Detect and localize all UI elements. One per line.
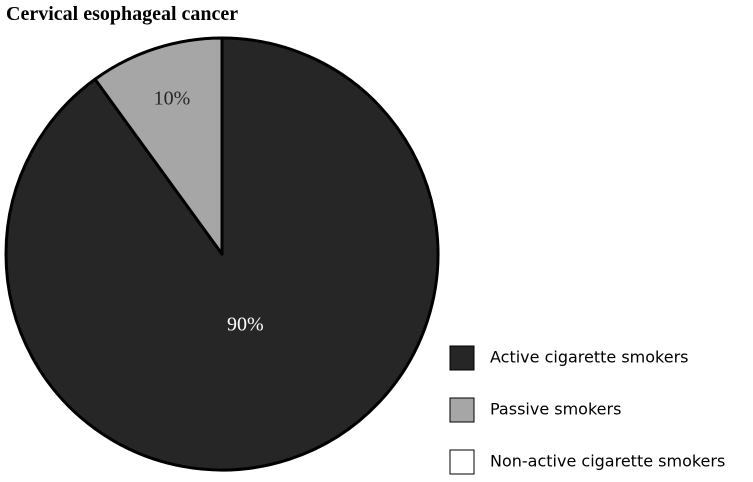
legend-label: Passive smokers xyxy=(490,400,621,419)
legend-swatch xyxy=(449,449,475,475)
legend-label: Active cigarette smokers xyxy=(490,348,689,367)
pie-slice xyxy=(93,36,224,256)
chart-title: Cervical esophageal cancer xyxy=(6,3,238,25)
legend-swatch xyxy=(449,397,475,423)
legend-label: Non-active cigarette smokers xyxy=(490,452,725,471)
data-label: 10% xyxy=(154,88,191,110)
data-label: 90% xyxy=(227,313,264,335)
legend-swatch xyxy=(449,345,475,371)
